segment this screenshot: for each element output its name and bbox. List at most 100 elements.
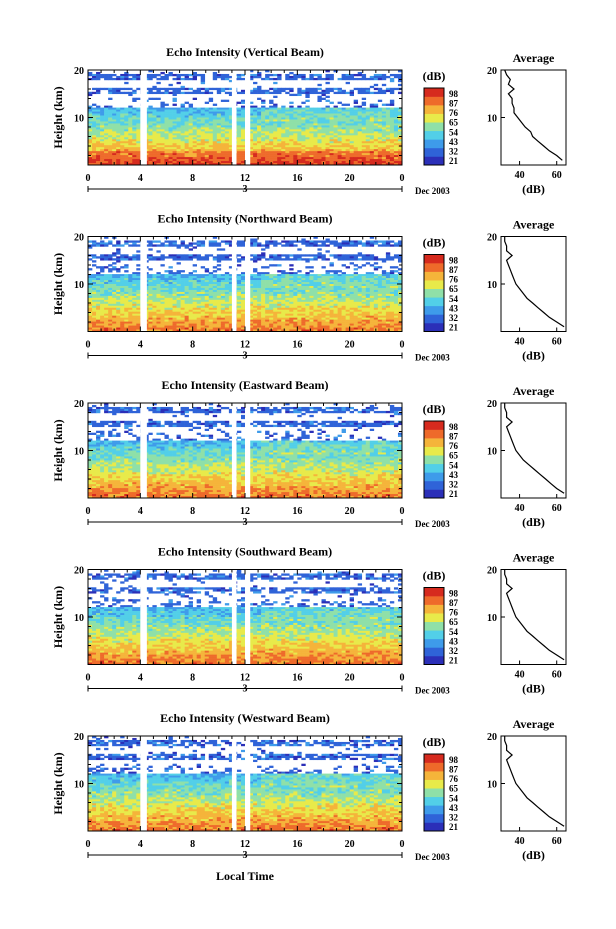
heatmap-cell — [88, 117, 93, 120]
heatmap-cell — [317, 155, 322, 158]
heatmap-cell — [220, 248, 226, 251]
heatmap-cell — [208, 97, 214, 100]
heatmap-cell — [128, 107, 133, 110]
heatmap-cell — [88, 137, 93, 140]
heatmap-cell — [148, 307, 153, 311]
heatmap-cell — [240, 131, 246, 134]
heatmap-cell — [212, 109, 218, 112]
heatmap-cell — [200, 143, 206, 146]
heatmap-cell — [132, 119, 137, 122]
heatmap-cell — [196, 113, 202, 116]
heatmap-cell — [329, 291, 334, 295]
heatmap-cell — [317, 161, 322, 164]
heatmap-cell — [136, 159, 141, 162]
heatmap-cell — [124, 91, 129, 95]
heatmap-cell — [349, 258, 354, 261]
heatmap-cell — [180, 276, 185, 279]
heatmap-cell — [281, 291, 286, 295]
heatmap-cell — [148, 258, 153, 261]
heatmap-cell — [281, 155, 286, 158]
heatmap-cell — [321, 127, 326, 130]
heatmap-cell — [349, 117, 354, 120]
heatmap-cell — [361, 113, 367, 116]
heatmap-cell — [192, 309, 197, 313]
heatmap-cell — [285, 280, 290, 283]
heatmap-cell — [369, 295, 375, 299]
heatmap-cell — [128, 299, 133, 303]
heatmap-cell — [176, 129, 181, 132]
heatmap-cell — [168, 139, 173, 142]
heatmap-cell — [265, 299, 270, 303]
heatmap-cell — [333, 161, 338, 164]
heatmap-cell — [160, 145, 165, 148]
heatmap-cell — [285, 123, 290, 126]
heatmap-cell — [184, 117, 189, 120]
heatmap-cell — [240, 289, 246, 293]
heatmap-cell — [216, 284, 222, 287]
heatmap-cell — [385, 301, 391, 305]
heatmap-cell — [160, 155, 165, 158]
heatmap-cell — [393, 293, 399, 297]
heatmap-cell — [329, 151, 334, 154]
heatmap-cell — [309, 266, 314, 269]
heatmap-cell — [172, 285, 177, 289]
heatmap-cell — [345, 284, 350, 287]
heatmap-cell — [253, 244, 258, 247]
heatmap-cell — [333, 131, 338, 134]
heatmap-cell — [224, 282, 230, 285]
heatmap-cell — [325, 109, 330, 112]
x-tick-label: 0 — [86, 173, 91, 184]
heatmap-cell — [341, 299, 346, 303]
heatmap-cell — [397, 274, 403, 277]
heatmap-cell — [301, 135, 306, 138]
heatmap-cell — [176, 287, 181, 291]
heatmap-cell — [180, 282, 185, 285]
heatmap-cell — [357, 137, 363, 140]
profile-x-tick-label: 40 — [515, 170, 525, 181]
heatmap-cell — [293, 107, 298, 110]
heatmap-cell — [297, 254, 302, 257]
heatmap-cell — [128, 240, 133, 243]
heatmap-cell — [285, 117, 290, 120]
heatmap-cell — [132, 291, 137, 295]
heatmap-cell — [156, 111, 161, 114]
heatmap-cell — [381, 109, 387, 112]
heatmap-cell — [313, 151, 318, 154]
heatmap-cell — [100, 282, 105, 285]
heatmap-cell — [337, 163, 342, 166]
heatmap-cell — [152, 309, 157, 313]
heatmap-cell — [208, 115, 214, 118]
heatmap-cell — [156, 133, 161, 136]
heatmap-cell — [257, 301, 262, 305]
heatmap-cell — [389, 119, 395, 122]
heatmap-cell — [317, 131, 322, 134]
heatmap-cell — [357, 157, 363, 160]
heatmap-cell — [132, 307, 137, 311]
heatmap-cell — [373, 109, 379, 112]
heatmap-cell — [200, 157, 206, 160]
heatmap-cell — [321, 135, 326, 138]
heatmap-cell — [345, 143, 350, 146]
heatmap-cell — [204, 109, 210, 112]
heatmap-cell — [361, 276, 367, 279]
heatmap-cell — [156, 287, 161, 291]
heatmap-cell — [353, 125, 359, 128]
heatmap-cell — [136, 119, 141, 122]
heatmap-cell — [220, 119, 226, 122]
heatmap-cell — [212, 115, 218, 118]
heatmap-cell — [152, 299, 157, 303]
heatmap-cell — [357, 113, 363, 116]
heatmap-cell — [112, 313, 117, 316]
heatmap-cell — [196, 135, 202, 138]
heatmap-cell — [385, 135, 391, 138]
heatmap-cell — [293, 157, 298, 160]
heatmap-cell — [112, 159, 117, 162]
heatmap-cell — [188, 77, 193, 81]
heatmap-cell — [100, 311, 105, 314]
heatmap-cell — [240, 111, 246, 114]
heatmap-cell — [357, 131, 363, 134]
heatmap-cell — [108, 123, 113, 126]
heatmap-cell — [104, 137, 109, 140]
heatmap-cell — [389, 280, 395, 283]
heatmap-cell — [120, 297, 125, 301]
